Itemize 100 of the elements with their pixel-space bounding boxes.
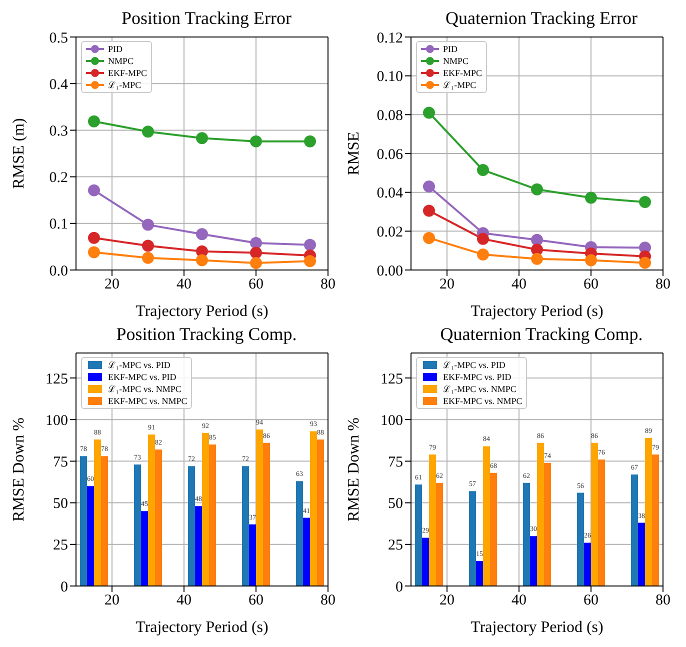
point: [531, 234, 543, 246]
y-tick-label: 100: [46, 412, 68, 429]
y-axis-title: RMSE: [346, 132, 363, 176]
bar: [652, 454, 659, 586]
point: [477, 232, 489, 245]
x-tick-label: 60: [248, 276, 264, 293]
bar: [148, 434, 155, 586]
bar: [638, 522, 645, 586]
x-tick-label: 20: [104, 276, 120, 293]
legend-label: EKF-MPC: [443, 67, 482, 79]
point: [477, 164, 489, 176]
legend-label: ℒ₁-MPC: [443, 79, 476, 91]
chart-title: Quaternion Tracking Comp.: [439, 324, 644, 346]
y-tick-label: 0.06: [376, 146, 404, 163]
y-tick-label: 0.02: [376, 224, 403, 240]
x-tick-label: 60: [584, 592, 598, 609]
point: [423, 180, 435, 193]
bar: [577, 492, 584, 586]
chart-title: Position Tracking Comp.: [115, 324, 298, 346]
point: [477, 248, 489, 260]
x-tick-label: 80: [656, 592, 670, 609]
point: [304, 238, 316, 251]
y-tick-label: 50: [53, 496, 68, 512]
y-axis-title: RMSE Down %: [10, 417, 28, 522]
legend-label: ℒ₁-MPC vs. PID: [443, 359, 506, 371]
legend-label: EKF-MPC vs. NMPC: [443, 395, 522, 407]
legend-label: EKF-MPC vs. PID: [108, 371, 176, 383]
y-tick-label: 25: [53, 538, 68, 554]
point: [88, 246, 100, 258]
x-axis-title: Trajectory Period (s): [136, 303, 268, 320]
bar: [195, 506, 202, 586]
bar: [303, 518, 310, 586]
point: [142, 240, 154, 252]
bar: [256, 430, 263, 586]
y-tick-label: 125: [46, 371, 68, 388]
x-tick-label: 60: [248, 592, 264, 609]
legend-label: NMPC: [443, 55, 469, 67]
bar: [94, 440, 101, 586]
x-tick-label: 80: [656, 276, 670, 293]
y-tick-label: 0.5: [49, 30, 68, 46]
bar: [415, 484, 422, 586]
point: [531, 183, 543, 196]
bar: [317, 440, 324, 586]
bar: [263, 442, 270, 586]
y-tick-label: 25: [388, 538, 403, 554]
x-tick-label: 20: [440, 276, 454, 293]
point: [585, 254, 597, 266]
bar: [87, 486, 94, 586]
point: [88, 115, 100, 128]
y-tick-label: 0.12: [376, 30, 403, 46]
bar: [584, 542, 591, 586]
x-tick-label: 40: [512, 276, 526, 293]
y-tick-label: 50: [388, 496, 403, 512]
bar: [422, 538, 429, 586]
legend-label: ℒ₁-MPC vs. NMPC: [443, 383, 516, 395]
y-tick-label: 100: [380, 412, 403, 429]
point: [639, 196, 651, 208]
point: [250, 246, 262, 259]
legend-label: NMPC: [108, 55, 134, 67]
y-tick-label: 0: [60, 579, 68, 596]
y-tick-label: 0.04: [376, 186, 404, 202]
point: [88, 232, 100, 244]
y-tick-label: 75: [388, 454, 403, 471]
bar: [436, 482, 443, 586]
x-tick-label: 20: [104, 592, 120, 609]
legend-label: EKF-MPC vs. PID: [443, 371, 512, 383]
y-tick-label: 75: [53, 454, 68, 471]
y-axis-title: RMSE (m): [10, 118, 28, 189]
bar: [476, 561, 483, 586]
bar: [483, 446, 490, 586]
x-tick-label: 80: [320, 592, 336, 609]
bar: [141, 511, 148, 586]
x-tick-label: 40: [176, 592, 192, 609]
x-tick-label: 40: [512, 592, 526, 609]
y-tick-label: 0.00: [376, 263, 403, 280]
legend-label: PID: [108, 43, 123, 55]
point: [304, 135, 316, 148]
point: [142, 126, 154, 138]
y-tick-label: 0.3: [49, 124, 68, 140]
bar: [598, 460, 605, 586]
bar: [645, 438, 652, 586]
bar: [202, 432, 209, 586]
point: [423, 232, 435, 244]
legend-label: PID: [443, 43, 458, 55]
point: [250, 135, 262, 148]
y-tick-label: 0.0: [49, 263, 68, 280]
bar: [188, 466, 195, 586]
point: [531, 244, 543, 256]
y-tick-label: 0.10: [376, 69, 403, 86]
point: [531, 252, 543, 265]
point: [196, 132, 208, 144]
point: [250, 257, 262, 270]
legend-label: ℒ₁-MPC vs. NMPC: [108, 383, 182, 395]
y-tick-label: 0.2: [49, 170, 68, 186]
point: [142, 252, 154, 264]
x-tick-label: 80: [320, 276, 336, 293]
bar: [155, 450, 162, 586]
point: [585, 192, 597, 204]
bar: [242, 466, 249, 586]
x-axis-title: Trajectory Period (s): [136, 619, 268, 636]
